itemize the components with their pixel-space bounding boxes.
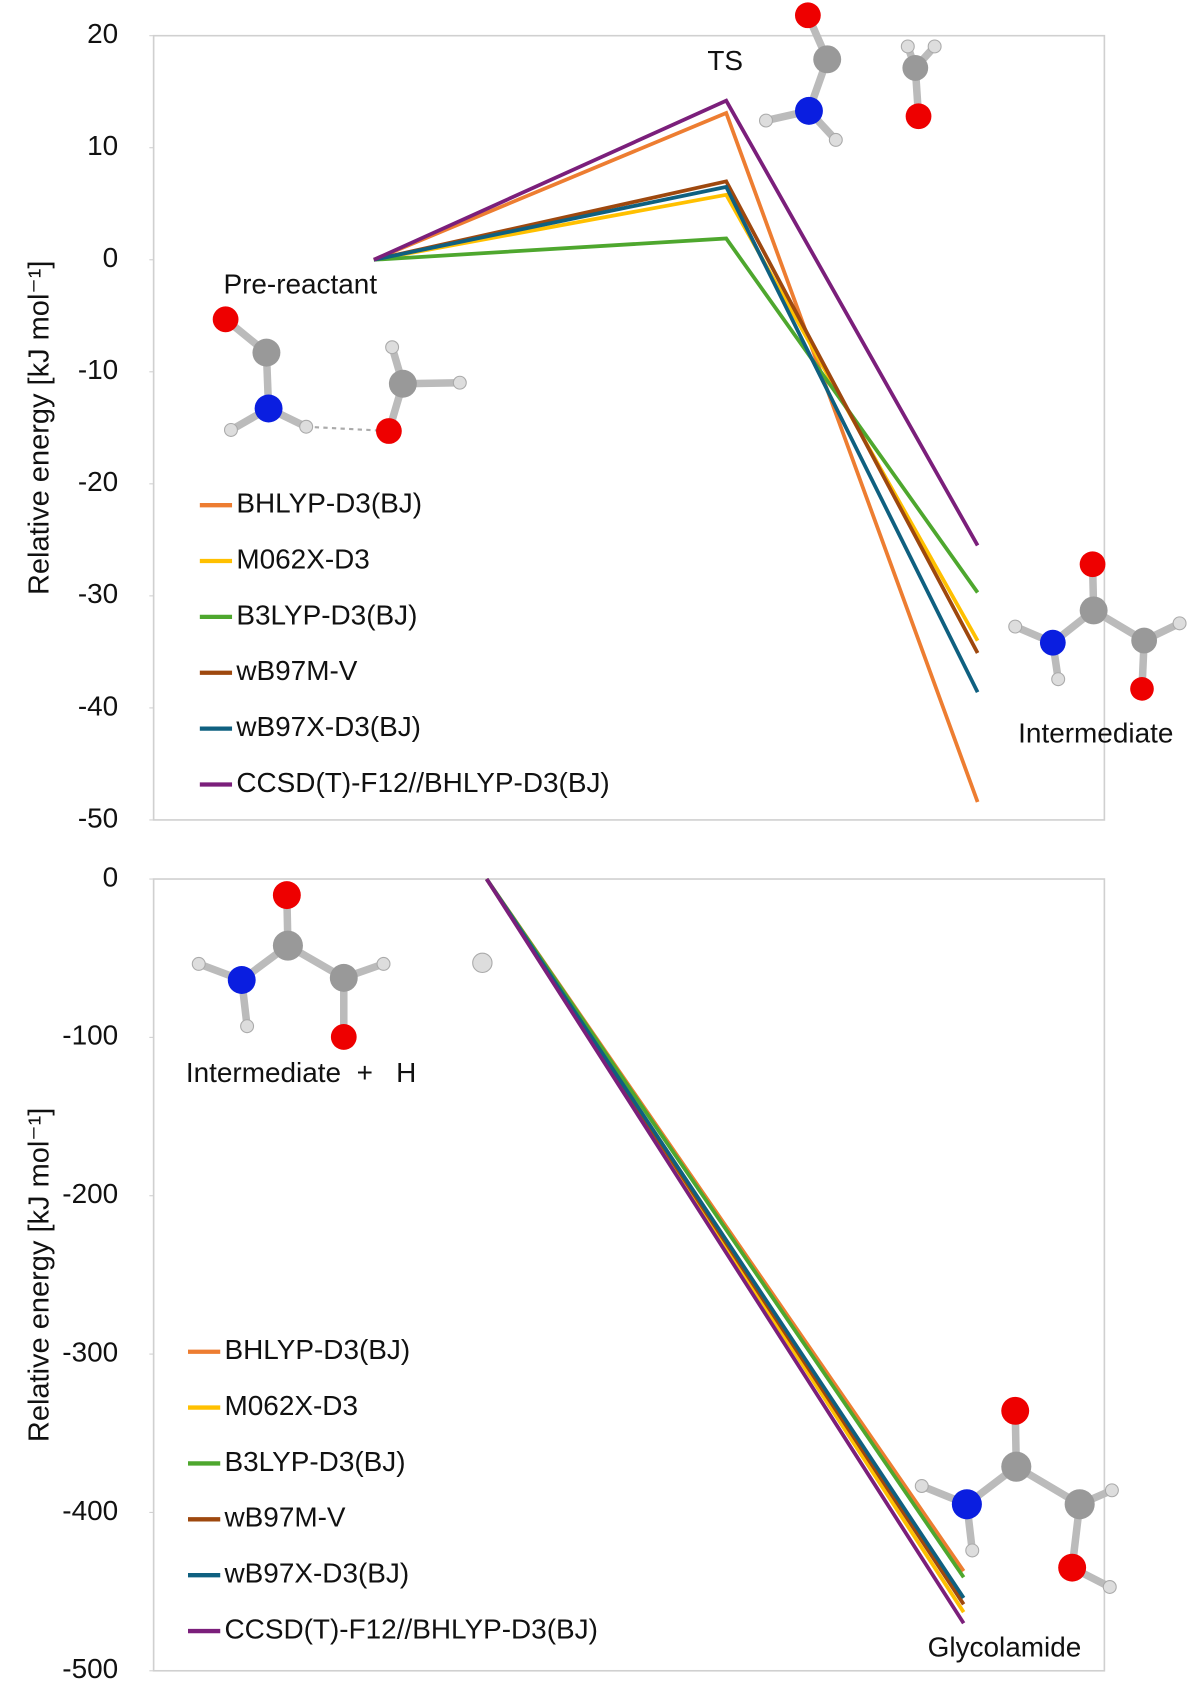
y-tick-label: -40 [78, 690, 118, 721]
y-tick-label: 0 [103, 861, 119, 892]
plot-frame [152, 34, 1106, 821]
series-line [485, 877, 966, 1599]
series-line [373, 184, 980, 694]
series-line [373, 236, 980, 594]
molecule-intermediate [1008, 551, 1187, 701]
plot-frame [152, 878, 1106, 1672]
legend-label: B3LYP-D3(BJ) [236, 599, 417, 630]
legend-label: M062X-D3 [236, 543, 369, 574]
y-tick-label: 20 [87, 18, 118, 49]
series-line [485, 878, 966, 1625]
y-tick-label: -30 [78, 578, 118, 609]
legend-label: wB97M-V [224, 1502, 346, 1533]
legend-label: wB97X-D3(BJ) [235, 711, 421, 742]
y-tick-label: 0 [103, 242, 119, 273]
point-label: Intermediate [1018, 717, 1173, 748]
y-tick-label: 10 [87, 130, 118, 161]
legend-label: wB97M-V [235, 655, 357, 686]
point-label: TS [707, 45, 743, 76]
series-line [485, 877, 966, 1579]
series-line [373, 110, 980, 803]
y-tick-label: -500 [62, 1653, 118, 1684]
legend-label: BHLYP-D3(BJ) [236, 488, 422, 519]
point-label: Pre-reactant [223, 268, 377, 299]
molecule-glycolamide [914, 1396, 1119, 1594]
legend-label: wB97X-D3(BJ) [224, 1558, 410, 1589]
y-tick-label: -300 [62, 1336, 118, 1367]
y-tick-label: -100 [62, 1020, 118, 1051]
y-tick-label: -20 [78, 466, 118, 497]
y-tick-label: -400 [62, 1495, 118, 1526]
legend-label: CCSD(T)-F12//BHLYP-D3(BJ) [225, 1613, 598, 1644]
y-axis-label: Relative energy [kJ mol⁻¹] [23, 1108, 55, 1442]
series-line [373, 179, 980, 654]
series-line [373, 192, 980, 642]
molecule-intermediate-h [191, 881, 493, 1050]
legend-label: CCSD(T)-F12//BHLYP-D3(BJ) [236, 767, 609, 798]
y-tick-label: -10 [78, 354, 118, 385]
molecule-pre-reactant [212, 306, 467, 444]
y-tick-label: -50 [78, 802, 118, 833]
legend-label: BHLYP-D3(BJ) [225, 1334, 411, 1365]
molecule-ts [758, 2, 942, 147]
point-label: Glycolamide [928, 1632, 1082, 1663]
y-tick-label: -200 [62, 1178, 118, 1209]
legend-label: M062X-D3 [225, 1390, 358, 1421]
y-axis-label: Relative energy [kJ mol⁻¹] [23, 261, 55, 595]
series-line [373, 98, 980, 547]
legend-label: B3LYP-D3(BJ) [225, 1446, 406, 1477]
point-label: Intermediate + H [186, 1057, 416, 1088]
